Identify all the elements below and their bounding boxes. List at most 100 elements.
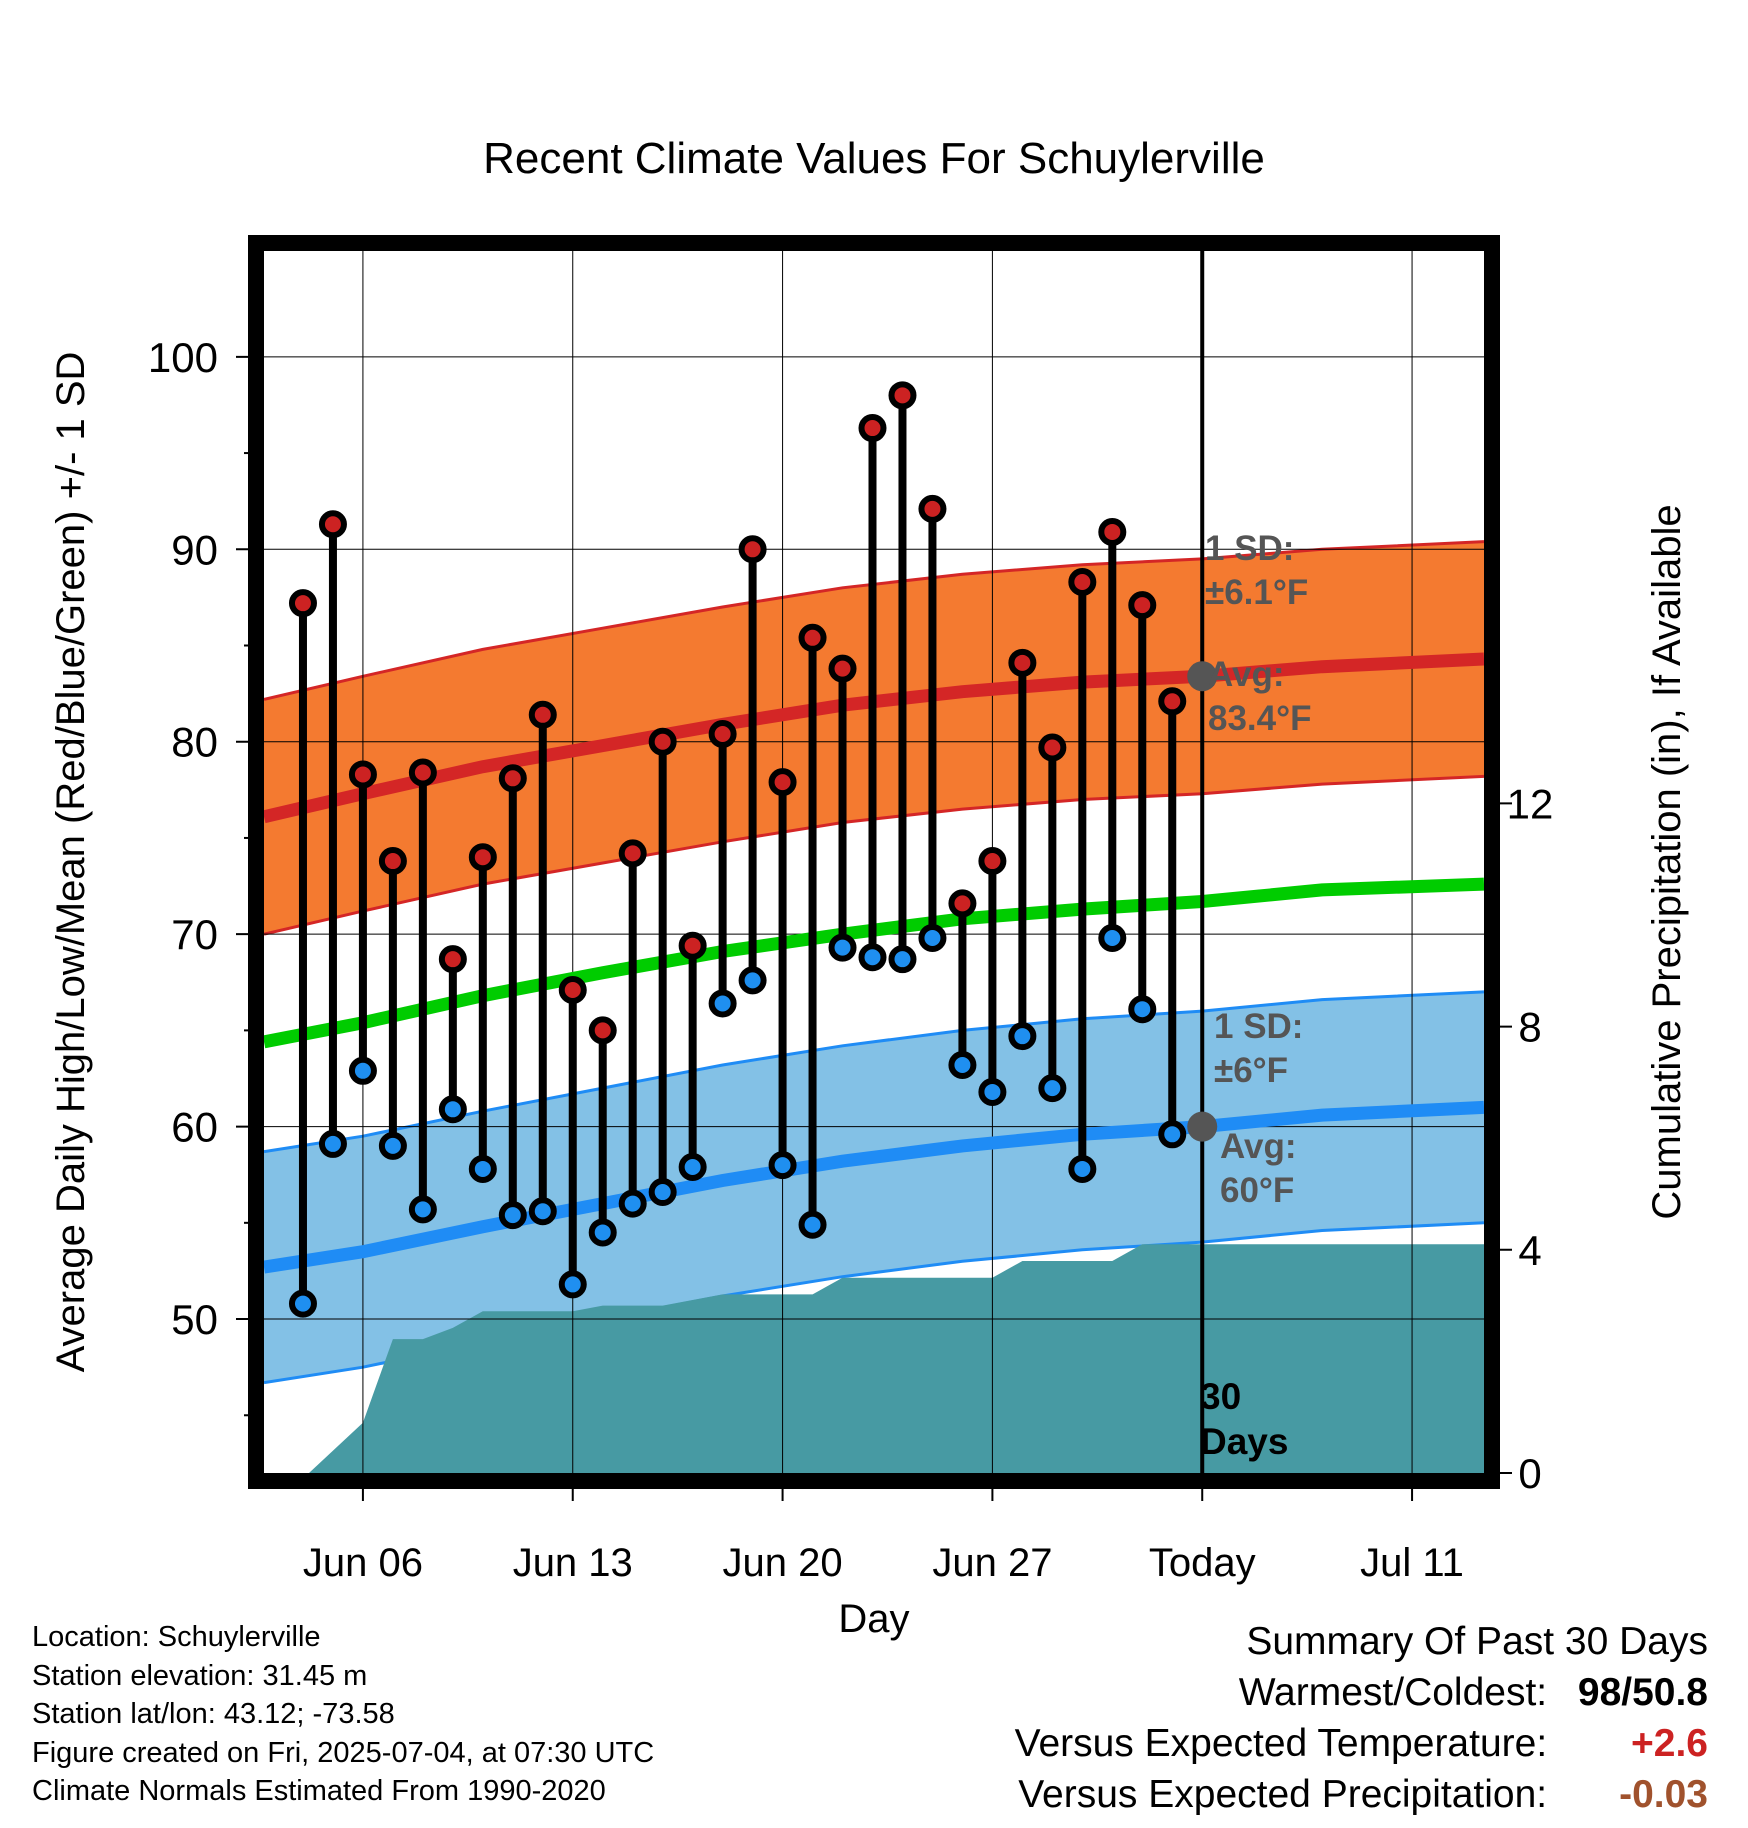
y-tick-label: 100: [148, 334, 218, 381]
daily-low-point: [618, 1189, 647, 1218]
daily-high-point: [438, 945, 467, 974]
y-tick-label: 70: [171, 911, 218, 958]
daily-high-point: [408, 758, 437, 787]
daily-low-point: [1158, 1120, 1187, 1149]
y-tick-label: 60: [171, 1104, 218, 1151]
daily-high-point: [588, 1016, 617, 1045]
daily-high-point: [798, 623, 827, 652]
daily-low-point: [1128, 995, 1157, 1024]
daily-high-point: [528, 700, 557, 729]
daily-high-point: [948, 889, 977, 918]
daily-low-point: [408, 1195, 437, 1224]
daily-high-point: [978, 847, 1007, 876]
x-axis-title: Day: [838, 1597, 909, 1641]
x-tick-label: Jun 13: [513, 1541, 633, 1585]
daily-low-point: [468, 1154, 497, 1183]
x-tick-label: Jul 11: [1360, 1541, 1464, 1585]
daily-high-point: [1008, 648, 1037, 677]
daily-high-point: [1158, 687, 1187, 716]
x-tick-label: Jun 06: [303, 1541, 423, 1585]
daily-high-point: [858, 414, 887, 443]
low-sd-band-upper-edge: [264, 990, 1484, 1154]
daily-low-point: [1068, 1154, 1097, 1183]
daily-low-point: [558, 1270, 587, 1299]
daily-low-point: [858, 943, 887, 972]
y2-tick-label: 12: [1507, 780, 1554, 827]
high-avg-annotation-1: Avg:: [1208, 655, 1284, 694]
daily-high-point: [738, 535, 767, 564]
daily-low-point: [348, 1056, 377, 1085]
y-axis-title: Average Daily High/Low/Mean (Red/Blue/Gr…: [49, 352, 93, 1373]
warmest-label: Warmest/Coldest:: [1238, 1671, 1548, 1714]
location-text: Location: Schuylerville: [32, 1621, 321, 1653]
y-tick-label: 90: [171, 526, 218, 573]
temp-value: +2.6: [1631, 1722, 1708, 1765]
daily-high-point: [498, 764, 527, 793]
precip-value: -0.03: [1619, 1773, 1708, 1816]
today-low-avg-marker: [1187, 1111, 1218, 1142]
daily-low-point: [498, 1201, 527, 1230]
daily-high-point: [708, 720, 737, 749]
warmest-value: 98/50.8: [1577, 1671, 1708, 1714]
daily-low-point: [438, 1095, 467, 1124]
high-avg-annotation-2: 83.4°F: [1208, 699, 1312, 738]
summary-precip-row: Versus Expected Precipitation: -0.03: [1015, 1769, 1708, 1820]
high-sd-band-upper-edge: [264, 540, 1484, 701]
daily-high-point: [618, 839, 647, 868]
daily-low-point: [378, 1131, 407, 1160]
daily-high-point: [1128, 591, 1157, 620]
y-tick-label: 80: [171, 719, 218, 766]
y2-tick-label: 4: [1518, 1227, 1541, 1274]
today-days-label-2: Days: [1200, 1421, 1288, 1462]
daily-high-point: [1038, 733, 1067, 762]
low-avg-annotation-1: Avg:: [1220, 1127, 1296, 1166]
daily-high-point: [318, 510, 347, 539]
y2-tick-label: 0: [1518, 1450, 1541, 1497]
chart-title: Recent Climate Values For Schuylerville: [483, 134, 1265, 183]
elevation-text: Station elevation: 31.45 m: [32, 1659, 368, 1692]
x-tick-label: Jun 27: [932, 1541, 1052, 1585]
daily-low-point: [918, 924, 947, 953]
low-sd-annotation-1: 1 SD:: [1214, 1007, 1303, 1046]
high-sd-annotation-2: ±6.1°F: [1205, 573, 1308, 612]
low-avg-annotation-2: 60°F: [1220, 1171, 1294, 1210]
plot-frame: [248, 235, 1500, 1489]
daily-low-point: [1098, 924, 1127, 953]
daily-low-point: [708, 989, 737, 1018]
summary-warmest-row: Warmest/Coldest: 98/50.8: [1015, 1667, 1708, 1718]
high-sd-annotation-1: 1 SD:: [1205, 529, 1294, 568]
daily-high-point: [378, 847, 407, 876]
summary-panel: Summary Of Past 30 Days Warmest/Coldest:…: [1015, 1616, 1708, 1820]
summary-title: Summary Of Past 30 Days: [1246, 1620, 1708, 1663]
daily-low-point: [1038, 1074, 1067, 1103]
daily-low-point: [948, 1051, 977, 1080]
y2-tick-label: 8: [1518, 1004, 1541, 1051]
plot-area: [264, 251, 1484, 1473]
low-sd-annotation-2: ±6°F: [1214, 1051, 1288, 1090]
daily-low-point: [798, 1210, 827, 1239]
y-tick-label: 50: [171, 1296, 218, 1343]
today-high-avg-marker: [1187, 661, 1218, 692]
daily-low-point: [768, 1151, 797, 1180]
normal-low-line: [264, 1100, 1484, 1274]
daily-low-point: [1008, 1022, 1037, 1051]
daily-high-point: [468, 843, 497, 872]
daily-low-point: [528, 1197, 557, 1226]
daily-low-point: [648, 1178, 677, 1207]
created-text: Figure created on Fri, 2025-07-04, at 07…: [32, 1736, 655, 1769]
daily-low-point: [978, 1077, 1007, 1106]
daily-high-point: [678, 931, 707, 960]
daily-high-point: [1098, 517, 1127, 546]
x-tick-label: Today: [1149, 1541, 1256, 1585]
daily-high-point: [888, 381, 917, 410]
daily-low-point: [588, 1218, 617, 1247]
daily-high-point: [558, 975, 587, 1004]
summary-temp-row: Versus Expected Temperature: +2.6: [1015, 1718, 1708, 1769]
daily-low-point: [678, 1153, 707, 1182]
x-tick-label: Jun 20: [723, 1541, 843, 1585]
daily-low-point: [288, 1289, 317, 1318]
daily-low-point: [738, 966, 767, 995]
daily-high-point: [1068, 567, 1097, 596]
daily-high-point: [828, 654, 857, 683]
